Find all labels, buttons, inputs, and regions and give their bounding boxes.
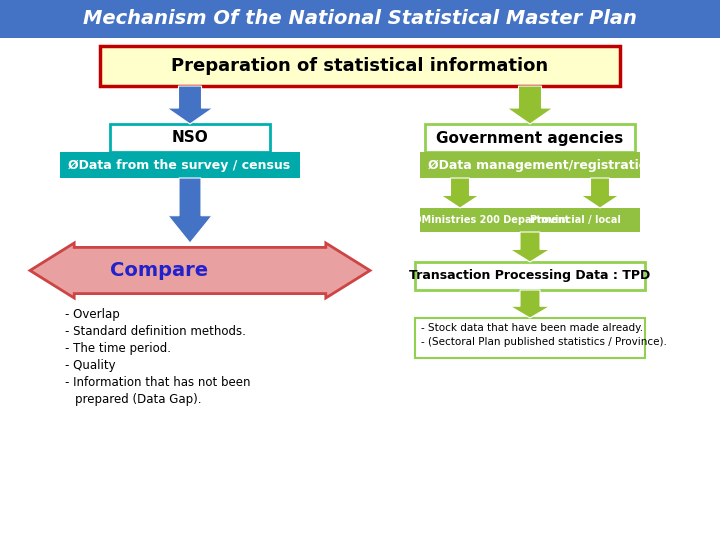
Polygon shape bbox=[507, 86, 553, 124]
Text: - Overlap: - Overlap bbox=[65, 308, 120, 321]
Text: Preparation of statistical information: Preparation of statistical information bbox=[171, 57, 549, 75]
Text: - The time period.: - The time period. bbox=[65, 342, 171, 355]
Bar bbox=[0, 0, 720, 38]
Text: Provincial / local: Provincial / local bbox=[530, 215, 621, 225]
Polygon shape bbox=[167, 86, 213, 124]
Text: Mechanism Of the National Statistical Master Plan: Mechanism Of the National Statistical Ma… bbox=[83, 10, 637, 29]
Text: - Standard definition methods.: - Standard definition methods. bbox=[65, 325, 246, 338]
Text: - Stock data that have been made already.
- (Sectoral Plan published statistics : - Stock data that have been made already… bbox=[421, 323, 667, 347]
Text: Compare: Compare bbox=[110, 261, 208, 280]
Bar bbox=[60, 152, 300, 178]
Text: NSO: NSO bbox=[171, 131, 208, 145]
Polygon shape bbox=[30, 243, 370, 298]
Polygon shape bbox=[168, 178, 212, 243]
Text: prepared (Data Gap).: prepared (Data Gap). bbox=[75, 393, 202, 406]
Bar bbox=[420, 152, 640, 178]
Text: Transaction Processing Data : TPD: Transaction Processing Data : TPD bbox=[410, 269, 651, 282]
Bar bbox=[420, 208, 558, 232]
Bar bbox=[415, 318, 645, 358]
Text: - Quality: - Quality bbox=[65, 359, 116, 372]
Text: ØData management/registration: ØData management/registration bbox=[428, 159, 656, 172]
Text: 20Ministries 200 Department: 20Ministries 200 Department bbox=[408, 215, 570, 225]
Text: - Information that has not been: - Information that has not been bbox=[65, 376, 251, 389]
Text: Government agencies: Government agencies bbox=[436, 131, 624, 145]
Polygon shape bbox=[510, 290, 550, 318]
Bar bbox=[415, 262, 645, 290]
Bar bbox=[100, 46, 620, 86]
Text: ØData from the survey / census: ØData from the survey / census bbox=[68, 159, 290, 172]
Bar bbox=[110, 124, 270, 152]
Polygon shape bbox=[441, 178, 479, 208]
Bar bbox=[510, 208, 640, 232]
Bar bbox=[425, 124, 635, 152]
Polygon shape bbox=[510, 232, 550, 262]
Polygon shape bbox=[581, 178, 619, 208]
